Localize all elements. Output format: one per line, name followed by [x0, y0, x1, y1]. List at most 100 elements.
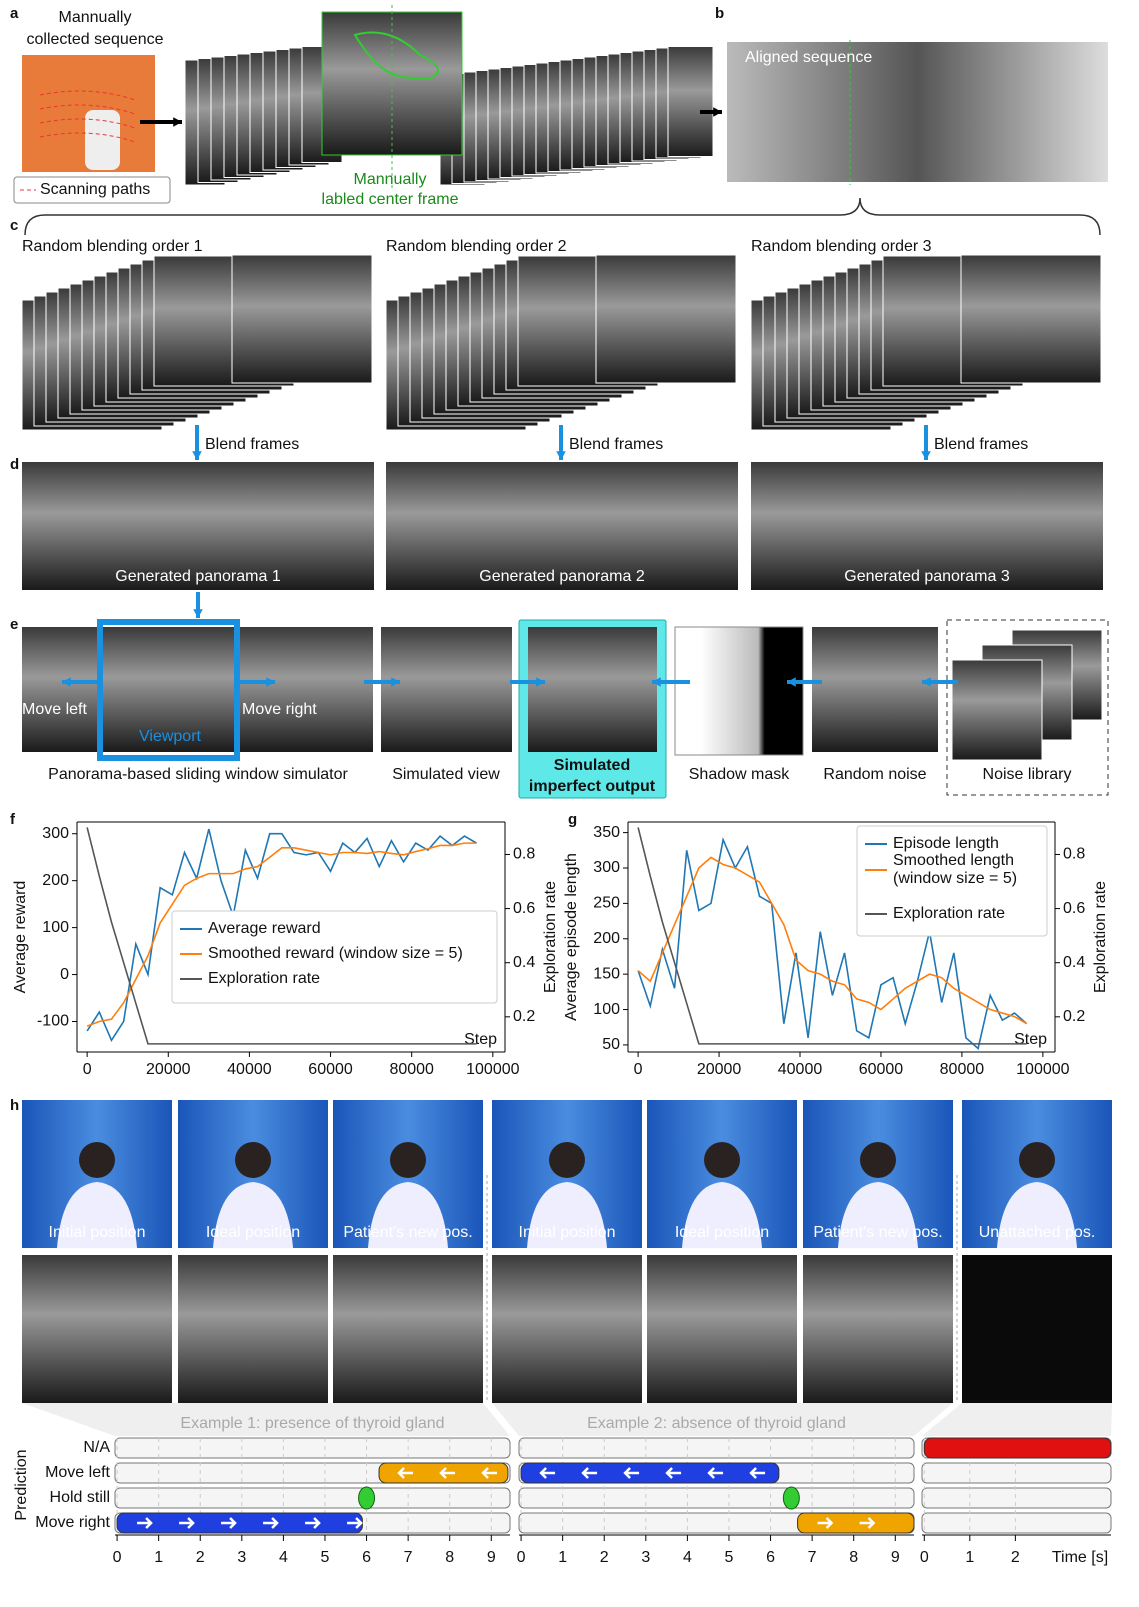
funnel — [922, 1403, 1112, 1436]
caption: imperfect output — [529, 778, 656, 795]
y2-tick-label: 0.4 — [513, 954, 535, 971]
panel-label: f — [10, 811, 16, 828]
arrow-head — [173, 117, 182, 127]
row-label: N/A — [83, 1439, 110, 1456]
title: Mannually — [59, 9, 132, 26]
frame — [961, 255, 1101, 383]
panel-label: g — [568, 811, 577, 828]
person-head — [79, 1142, 115, 1178]
x-tick-label: 1 — [558, 1549, 567, 1566]
ultrasound — [492, 1255, 642, 1403]
row-label: Move right — [35, 1514, 110, 1531]
y-tick-label: 200 — [593, 930, 620, 947]
y2-tick-label: 0.8 — [1063, 846, 1085, 863]
x-tick-label: 3 — [237, 1549, 246, 1566]
brace — [25, 198, 1100, 235]
ultrasound — [22, 1255, 172, 1403]
caption: Panorama-based sliding window simulator — [48, 766, 348, 783]
x-tick-label: 0 — [517, 1549, 526, 1566]
hold-marker — [359, 1487, 375, 1509]
y-tick-label: 300 — [593, 859, 620, 876]
y-tick-label: 100 — [42, 919, 69, 936]
person-head — [235, 1142, 271, 1178]
caption: Ideal position — [675, 1224, 769, 1241]
panel-label: e — [10, 616, 18, 633]
ultrasound — [178, 1255, 328, 1403]
simulated-output — [528, 627, 657, 752]
ultrasound — [647, 1255, 797, 1403]
caption: Generated panorama 1 — [115, 568, 281, 585]
y2-tick-label: 0.8 — [513, 846, 535, 863]
caption: Shadow mask — [689, 766, 790, 783]
y2-tick-label: 0.2 — [1063, 1008, 1085, 1025]
x-tick-label: 4 — [683, 1549, 692, 1566]
shadow-mask — [675, 627, 803, 755]
caption: Random blending order 2 — [386, 238, 567, 255]
legend-text: Episode length — [893, 835, 999, 852]
legend-text: Scanning paths — [40, 181, 150, 198]
label: labled center frame — [322, 191, 459, 208]
ultrasound — [803, 1255, 953, 1403]
x-axis-label: Step — [1014, 1031, 1047, 1048]
x-tick-label: 2 — [196, 1549, 205, 1566]
y-axis-label: Prediction — [13, 1449, 30, 1520]
panel-label: b — [715, 5, 724, 22]
x-axis-label: Step — [464, 1031, 497, 1048]
caption: Simulated view — [392, 766, 500, 783]
frame — [232, 255, 372, 383]
y2-axis-label: Exploration rate — [1092, 881, 1109, 993]
x-tick-label: 0 — [920, 1549, 929, 1566]
x-tick-label: 0 — [83, 1061, 92, 1078]
row-track — [519, 1488, 914, 1508]
caption: Patient's new pos. — [343, 1224, 472, 1241]
x-axis-label: Time [s] — [1052, 1549, 1108, 1566]
x-tick-label: 8 — [849, 1549, 858, 1566]
figure: abcdefghMannuallycollected sequenceScann… — [0, 0, 1139, 1602]
x-tick-label: 7 — [808, 1549, 817, 1566]
x-tick-label: 5 — [321, 1549, 330, 1566]
y-tick-label: 200 — [42, 872, 69, 889]
legend-text: Smoothed reward (window size = 5) — [208, 945, 463, 962]
caption: Blend frames — [569, 436, 663, 453]
hold-marker — [783, 1487, 799, 1509]
prediction-bar — [798, 1513, 914, 1533]
row-label: Hold still — [50, 1489, 110, 1506]
frame — [596, 255, 736, 383]
x-tick-label: 9 — [487, 1549, 496, 1566]
x-tick-label: 80000 — [389, 1061, 434, 1078]
caption: Initial position — [49, 1224, 146, 1241]
caption: Patient's new pos. — [813, 1224, 942, 1241]
x-tick-label: 9 — [891, 1549, 900, 1566]
prediction-bar — [117, 1513, 362, 1533]
y2-tick-label: 0.2 — [513, 1008, 535, 1025]
caption: Noise library — [983, 766, 1072, 783]
caption: Move right — [242, 701, 317, 718]
panel-label: a — [10, 5, 19, 22]
caption: Viewport — [139, 728, 202, 745]
legend-text: Exploration rate — [893, 905, 1005, 922]
x-tick-label: 20000 — [697, 1061, 742, 1078]
y-tick-label: 150 — [593, 965, 620, 982]
x-tick-label: 0 — [113, 1549, 122, 1566]
simulated-view — [381, 627, 512, 752]
caption: Random blending order 1 — [22, 238, 203, 255]
caption: Blend frames — [205, 436, 299, 453]
panel-label: c — [10, 217, 18, 234]
y-axis-label: Average episode length — [563, 853, 580, 1021]
arrow-head — [193, 609, 203, 618]
y-tick-label: 300 — [42, 825, 69, 842]
x-tick-label: 80000 — [940, 1061, 985, 1078]
x-tick-label: 100000 — [1016, 1061, 1069, 1078]
x-tick-label: 8 — [445, 1549, 454, 1566]
funnel — [22, 1403, 510, 1436]
row-track — [922, 1513, 1111, 1533]
x-tick-label: 0 — [634, 1061, 643, 1078]
row-label: Move left — [45, 1464, 110, 1481]
x-tick-label: 6 — [362, 1549, 371, 1566]
legend-text: Smoothed length (window size = 5) — [893, 852, 1018, 887]
x-tick-label: 3 — [641, 1549, 650, 1566]
caption: Simulated — [554, 757, 630, 774]
caption: Generated panorama 3 — [844, 568, 1010, 585]
x-tick-label: 2 — [1011, 1549, 1020, 1566]
x-tick-label: 40000 — [227, 1061, 272, 1078]
